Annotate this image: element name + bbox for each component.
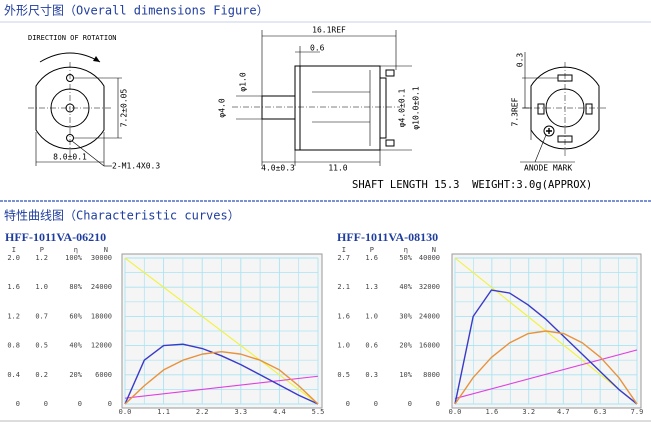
- dimension-label: φ4.0: [218, 98, 227, 117]
- chart-title: HFF-1011VA-06210: [5, 230, 106, 244]
- dimension-label: 7.2±0.05: [120, 89, 129, 128]
- y-tick-label: 2.7: [337, 254, 350, 262]
- axis-name: P: [40, 246, 44, 254]
- y-tick-label: 50%: [399, 254, 412, 262]
- spec-note: SHAFT LENGTH 15.3 WEIGHT:3.0g(APPROX): [352, 179, 592, 191]
- y-tick-label: 6000: [95, 371, 112, 379]
- front-view: [28, 52, 122, 167]
- y-tick-label: 100%: [65, 254, 83, 262]
- axis-name: η: [404, 246, 408, 254]
- dimension-label: 11.0: [328, 164, 347, 173]
- y-tick-label: 0.4: [7, 371, 20, 379]
- y-tick-label: 1.3: [365, 283, 378, 291]
- y-tick-label: 40%: [399, 283, 412, 291]
- y-tick-label: 18000: [91, 312, 112, 320]
- y-tick-label: 2.0: [7, 254, 20, 262]
- y-tick-label: 0: [436, 400, 440, 408]
- y-tick-label: 20%: [69, 371, 82, 379]
- axis-name: N: [432, 246, 436, 254]
- y-tick-label: 12000: [91, 342, 112, 350]
- x-tick-label: 2.2: [196, 408, 209, 416]
- chart-title: HFF-1011VA-08130: [337, 230, 438, 244]
- y-tick-label: 0: [346, 400, 350, 408]
- y-tick-label: 0: [408, 400, 412, 408]
- dimension-label: ANODE MARK: [524, 164, 572, 173]
- y-tick-label: 0.3: [365, 371, 378, 379]
- axis-name: I: [12, 246, 16, 254]
- y-tick-label: 1.2: [35, 254, 48, 262]
- y-tick-label: 16000: [419, 342, 440, 350]
- x-tick-label: 6.3: [594, 408, 607, 416]
- y-tick-label: 24000: [419, 312, 440, 320]
- y-tick-label: 1.6: [337, 312, 350, 320]
- y-tick-label: 30%: [399, 312, 412, 320]
- axis-name: N: [104, 246, 108, 254]
- y-tick-label: 0: [44, 400, 48, 408]
- axis-name: I: [342, 246, 346, 254]
- dimension-label: 0.6: [310, 44, 325, 53]
- y-tick-label: 0.2: [35, 371, 48, 379]
- y-tick-label: 2.1: [337, 283, 350, 291]
- x-tick-label: 7.9: [631, 408, 644, 416]
- section-title: 特性曲线图（Characteristic curves）: [4, 208, 240, 223]
- x-tick-label: 5.5: [312, 408, 325, 416]
- y-tick-label: 0: [374, 400, 378, 408]
- series-line: [124, 375, 319, 399]
- y-tick-label: 10%: [399, 371, 412, 379]
- y-tick-label: 0.6: [365, 342, 378, 350]
- dimension-label: 16.1REF: [312, 26, 346, 35]
- y-tick-label: 1.0: [365, 312, 378, 320]
- x-tick-label: 1.1: [157, 408, 170, 416]
- y-tick-label: 1.2: [7, 312, 20, 320]
- y-tick-label: 1.0: [35, 283, 48, 291]
- y-tick-label: 1.6: [365, 254, 378, 262]
- x-tick-label: 1.6: [486, 408, 499, 416]
- y-tick-label: 0.5: [35, 342, 48, 350]
- y-tick-label: 40000: [419, 254, 440, 262]
- y-tick-label: 0.5: [337, 371, 350, 379]
- dimension-label: φ1.0: [239, 72, 248, 91]
- y-tick-label: 0.8: [7, 342, 20, 350]
- dimension-label: 8.0±0.1: [53, 153, 87, 162]
- y-tick-label: 1.0: [337, 342, 350, 350]
- series-line: [454, 349, 638, 400]
- series-line: [124, 343, 319, 405]
- dimension-label: 4.0±0.3: [261, 164, 295, 173]
- y-tick-label: 8000: [423, 371, 440, 379]
- y-tick-label: 30000: [91, 254, 112, 262]
- x-tick-label: 0.0: [119, 408, 132, 416]
- y-tick-label: 60%: [69, 312, 82, 320]
- dimension-label: φ4.0±0.1: [398, 89, 407, 128]
- axis-name: η: [74, 246, 78, 254]
- side-view: [232, 30, 412, 166]
- series-line: [454, 289, 638, 405]
- dimension-label: φ10.0±0.1: [412, 86, 421, 130]
- series-line: [454, 330, 638, 405]
- y-tick-label: 20%: [399, 342, 412, 350]
- rear-view: [520, 52, 607, 163]
- y-tick-label: 0.7: [35, 312, 48, 320]
- dimension-label: 0.3: [516, 53, 525, 68]
- series-line: [124, 350, 319, 405]
- x-tick-label: 0.0: [449, 408, 462, 416]
- y-tick-label: 1.6: [7, 283, 20, 291]
- y-tick-label: 0: [78, 400, 82, 408]
- dimension-label: DIRECTION OF ROTATION: [28, 34, 117, 42]
- x-tick-label: 4.4: [273, 408, 286, 416]
- y-tick-label: 0: [16, 400, 20, 408]
- y-tick-label: 80%: [69, 283, 82, 291]
- dimension-label: 2-M1.4X0.3: [112, 162, 160, 171]
- x-tick-label: 3.3: [234, 408, 247, 416]
- dimension-label: 7.3REF: [511, 97, 520, 126]
- y-tick-label: 32000: [419, 283, 440, 291]
- x-tick-label: 4.7: [557, 408, 570, 416]
- x-tick-label: 3.2: [522, 408, 535, 416]
- y-tick-label: 40%: [69, 342, 82, 350]
- section-title: 外形尺寸图（Overall dimensions Figure）: [4, 4, 269, 18]
- axis-name: P: [370, 246, 374, 254]
- y-tick-label: 24000: [91, 283, 112, 291]
- y-tick-label: 0: [108, 400, 112, 408]
